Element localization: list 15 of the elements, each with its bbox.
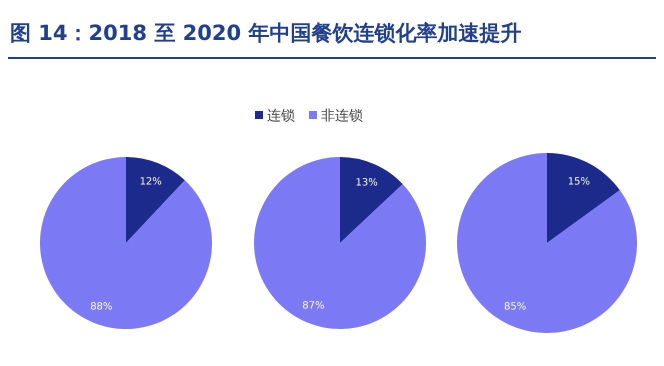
data-label: 13% bbox=[356, 177, 378, 188]
pie-slice bbox=[457, 153, 637, 333]
legend-label: 连锁 bbox=[267, 108, 295, 124]
text: 图 14：2018 至 2020 年中国餐饮连锁化率加速提升 bbox=[10, 21, 522, 45]
legend-label: 非连锁 bbox=[321, 108, 363, 124]
data-label: 12% bbox=[140, 176, 162, 188]
data-label: 15% bbox=[568, 176, 590, 188]
pie-slice bbox=[547, 153, 620, 243]
pie-slice bbox=[126, 157, 185, 243]
data-label: 87% bbox=[302, 300, 324, 312]
data-label: 85% bbox=[504, 302, 526, 313]
data-label: 88% bbox=[90, 301, 112, 312]
pie-slice bbox=[254, 157, 426, 329]
pie-slice bbox=[40, 157, 212, 329]
pie-slice bbox=[340, 157, 403, 243]
